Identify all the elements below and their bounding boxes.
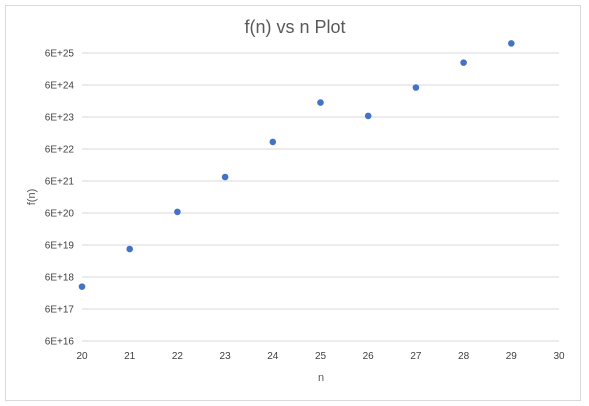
x-tick-label: 24 bbox=[267, 351, 279, 362]
data-points bbox=[78, 40, 515, 290]
x-tick-label: 21 bbox=[124, 351, 136, 362]
chart-title: f(n) vs n Plot bbox=[244, 17, 345, 37]
data-point bbox=[508, 40, 515, 47]
y-tick-label: 6E+25 bbox=[45, 49, 75, 60]
y-tick-label: 6E+22 bbox=[45, 145, 75, 156]
y-tick-label: 6E+21 bbox=[45, 177, 75, 188]
data-point bbox=[174, 208, 181, 216]
x-tick-label: 27 bbox=[410, 351, 422, 362]
y-tick-label: 6E+23 bbox=[45, 113, 75, 124]
data-point bbox=[317, 99, 324, 106]
x-tick-label: 23 bbox=[220, 351, 232, 362]
x-tick-label: 25 bbox=[315, 351, 327, 362]
x-tick-label: 26 bbox=[363, 351, 375, 362]
x-tick-label: 20 bbox=[76, 351, 88, 362]
gridlines bbox=[82, 52, 559, 342]
data-point bbox=[460, 59, 467, 66]
x-tick-labels: 20 21 22 23 24 25 26 27 28 29 30 bbox=[76, 351, 565, 362]
y-tick-label: 6E+24 bbox=[45, 81, 75, 92]
x-tick-label: 22 bbox=[172, 351, 184, 362]
chart-frame bbox=[5, 5, 581, 401]
data-point bbox=[78, 283, 86, 290]
y-tick-label: 6E+18 bbox=[45, 273, 75, 284]
x-tick-label: 30 bbox=[553, 351, 565, 362]
data-point bbox=[126, 245, 133, 253]
y-tick-label: 6E+17 bbox=[45, 305, 75, 316]
x-tick-label: 29 bbox=[506, 351, 518, 362]
y-tick-labels: 6E+16 6E+17 6E+18 6E+19 6E+20 6E+21 6E+22 6E+23… bbox=[45, 49, 75, 348]
y-tick-label: 6E+16 bbox=[45, 337, 75, 348]
x-axis-label: n bbox=[318, 372, 324, 384]
data-point bbox=[412, 84, 420, 91]
y-tick-label: 6E+19 bbox=[45, 241, 75, 252]
data-point bbox=[269, 138, 277, 146]
y-tick-label: 6E+20 bbox=[45, 209, 75, 220]
data-point bbox=[221, 173, 229, 181]
y-axis-label: f(n) bbox=[26, 189, 38, 206]
x-tick-label: 28 bbox=[458, 351, 470, 362]
data-point bbox=[364, 112, 372, 120]
